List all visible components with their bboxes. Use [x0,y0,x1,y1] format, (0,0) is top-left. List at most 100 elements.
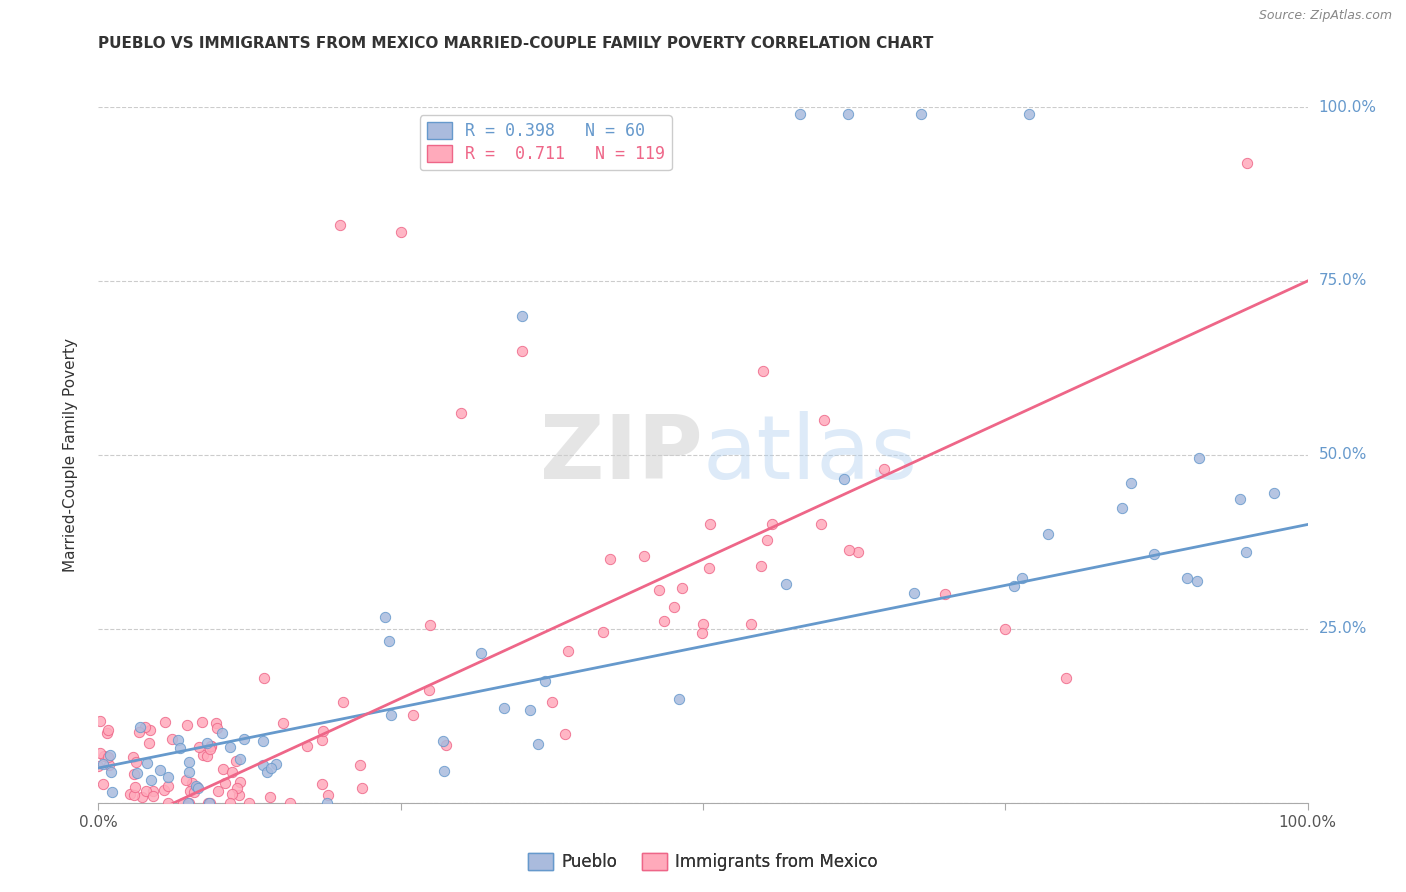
Point [260,761,283,775]
Point [599,552,621,566]
Point [755,533,778,547]
Point [200,796,222,810]
Point [167,733,190,747]
Point [153,715,176,730]
Point [789,107,811,121]
Point [233,731,256,746]
Point [134,784,156,798]
Point [183,785,205,799]
Point [761,516,783,531]
Point [219,796,242,810]
Point [98,758,121,772]
Point [1018,107,1040,121]
Point [377,634,399,648]
Point [142,789,165,803]
Point [200,739,222,753]
Point [179,784,201,798]
Point [519,702,541,716]
Point [179,796,201,810]
Point [510,343,533,358]
Point [122,767,145,781]
Point [526,737,548,751]
Legend: Pueblo, Immigrants from Mexico: Pueblo, Immigrants from Mexico [522,847,884,878]
Point [177,796,200,810]
Point [832,472,855,486]
Point [122,750,145,764]
Point [131,789,153,804]
Point [139,723,162,737]
Point [129,720,152,734]
Point [205,715,228,730]
Point [934,587,956,601]
Text: 75.0%: 75.0% [1319,274,1367,288]
Point [191,714,214,729]
Point [100,747,122,762]
Point [200,739,222,753]
Point [349,758,371,772]
Point [118,787,141,801]
Point [318,789,340,803]
Point [214,776,236,790]
Point [1263,486,1285,500]
Text: ZIP: ZIP [540,411,703,499]
Point [177,765,200,780]
Point [205,721,228,735]
Point [253,672,276,686]
Point [752,364,775,378]
Point [910,107,932,121]
Point [252,758,274,772]
Point [93,749,115,764]
Text: PUEBLO VS IMMIGRANTS FROM MEXICO MARRIED-COUPLE FAMILY POVERTY CORRELATION CHART: PUEBLO VS IMMIGRANTS FROM MEXICO MARRIED… [98,36,934,51]
Point [188,739,211,754]
Point [592,624,614,639]
Point [252,734,274,748]
Point [264,756,287,771]
Point [198,796,221,810]
Point [238,796,260,810]
Point [225,754,247,768]
Point [510,309,533,323]
Point [179,755,201,769]
Point [903,586,925,600]
Point [418,682,440,697]
Point [647,582,669,597]
Point [329,219,352,233]
Point [1111,501,1133,516]
Point [434,738,457,752]
Point [156,770,179,784]
Point [838,542,860,557]
Text: 50.0%: 50.0% [1319,448,1367,462]
Point [311,777,333,791]
Point [211,726,233,740]
Point [692,616,714,631]
Point [153,783,176,797]
Point [1002,579,1025,593]
Point [101,785,124,799]
Point [218,739,240,754]
Point [540,695,562,709]
Text: 25.0%: 25.0% [1319,622,1367,636]
Point [432,734,454,748]
Point [221,787,243,801]
Point [136,756,159,770]
Point [97,750,120,764]
Point [207,784,229,798]
Point [197,796,219,810]
Point [87,759,110,773]
Point [172,796,194,810]
Point [157,796,180,810]
Point [278,796,301,810]
Text: 100.0%: 100.0% [1319,100,1376,114]
Point [740,617,762,632]
Point [259,790,281,805]
Point [470,646,492,660]
Point [162,732,184,747]
Point [180,776,202,790]
Point [89,714,111,728]
Point [89,746,111,760]
Point [690,625,713,640]
Point [433,764,456,778]
Point [316,796,339,810]
Point [100,764,122,779]
Point [633,549,655,564]
